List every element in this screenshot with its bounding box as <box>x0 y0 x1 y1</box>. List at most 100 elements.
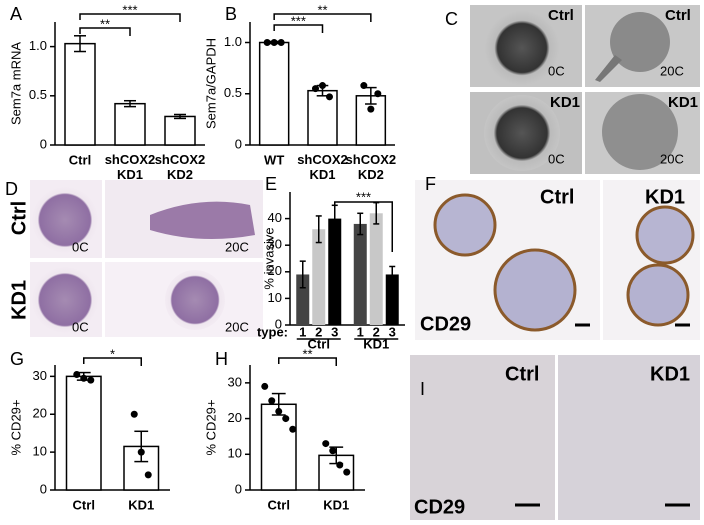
label: 0C <box>72 319 89 334</box>
significance-bracket <box>83 357 142 366</box>
panel-letter: H <box>215 349 228 369</box>
y-axis-label: % CD29+ <box>203 400 218 456</box>
label: 20C <box>225 239 249 254</box>
y-tick-label: 10 <box>268 290 282 305</box>
data-point <box>137 448 145 456</box>
series-label: 3 <box>331 324 338 339</box>
data-point <box>268 397 276 405</box>
significance-bracket <box>273 13 372 22</box>
row-label: KD1 <box>8 280 30 320</box>
data-point <box>277 39 285 46</box>
series-label: 2 <box>315 324 322 339</box>
data-point <box>336 461 344 469</box>
data-point <box>374 90 382 98</box>
y-tick-label: 0.5 <box>224 85 242 100</box>
x-tick-label: KD1 <box>323 497 349 512</box>
data-point <box>144 471 152 479</box>
data-point <box>289 425 297 433</box>
y-tick-label: 20 <box>33 406 47 421</box>
panel-letter: G <box>10 349 24 369</box>
data-point <box>312 85 319 93</box>
label: Ctrl <box>505 363 539 385</box>
data-point <box>270 39 278 46</box>
bar <box>64 42 96 146</box>
bar <box>328 218 342 325</box>
micrographs-i: Ctrl KD1 CD29 <box>410 355 700 520</box>
y-axis-label: Sem7a/GAPDH <box>203 38 218 129</box>
series-label: 1 <box>299 324 306 339</box>
x-tick-label: shCOX2 KD1 <box>105 152 156 182</box>
x-tick-label: shCOX2 KD2 <box>155 152 206 182</box>
label: KD1 <box>550 94 580 111</box>
significance-label: * <box>110 346 115 361</box>
significance-label: *** <box>122 2 137 17</box>
x-tick-label: shCOX2 KD1 <box>297 152 348 182</box>
y-tick-label: 30 <box>268 237 282 252</box>
micrographs-d: Ctrl KD1 0C 20C 0C 20C <box>8 180 263 337</box>
label: KD1 <box>668 94 698 111</box>
bar <box>258 41 290 146</box>
y-tick-label: 0 <box>275 316 282 331</box>
significance-label: ** <box>302 346 312 361</box>
label: 0C <box>548 151 565 166</box>
data-point <box>360 82 368 90</box>
y-tick-label: 40 <box>268 210 282 225</box>
y-tick-label: 0 <box>40 136 47 151</box>
data-point <box>343 468 351 476</box>
bar <box>312 229 326 325</box>
bar <box>65 375 102 491</box>
y-tick-label: 10 <box>228 446 242 461</box>
significance-label: *** <box>356 189 371 204</box>
label: CD29 <box>414 496 465 518</box>
data-point <box>326 93 333 101</box>
bar <box>260 403 297 491</box>
x-tick-label: WT <box>264 152 284 167</box>
y-tick-label: 1.0 <box>29 38 47 53</box>
bar <box>369 213 383 325</box>
label: Ctrl <box>548 7 574 24</box>
y-tick-label: 30 <box>228 374 242 389</box>
significance-label: ** <box>100 16 110 31</box>
x-tick-label: Ctrl <box>308 336 330 351</box>
y-tick-label: 20 <box>228 410 242 425</box>
bar <box>353 223 367 325</box>
data-point <box>263 39 271 46</box>
y-tick-label: 10 <box>33 444 47 459</box>
y-tick-label: 0 <box>235 481 242 496</box>
bar <box>164 115 196 146</box>
series-label: 1 <box>357 324 364 339</box>
data-point <box>275 407 283 415</box>
data-point <box>329 447 337 455</box>
panel-letter: B <box>225 4 237 24</box>
significance-label: ** <box>317 2 327 17</box>
panel-letter: E <box>265 174 277 194</box>
series-label: 2 <box>373 324 380 339</box>
data-point <box>282 415 290 423</box>
label: KD1 <box>645 186 685 208</box>
panel-letter: F <box>425 174 436 194</box>
series-label: 3 <box>389 324 396 339</box>
x-tick-label: Ctrl <box>73 497 95 512</box>
y-tick-label: 0 <box>40 481 47 496</box>
panel-letter: C <box>445 9 458 29</box>
label: 0C <box>548 63 565 78</box>
label: Ctrl <box>665 7 691 24</box>
y-tick-label: 0.5 <box>29 87 47 102</box>
y-axis-label: % CD29+ <box>8 400 23 456</box>
x-axis-label: type: <box>257 324 288 339</box>
data-point <box>87 376 95 384</box>
panel-letter: A <box>10 4 22 24</box>
label: 20C <box>660 151 684 166</box>
label: 20C <box>660 63 684 78</box>
significance-bracket <box>79 13 181 22</box>
y-tick-label: 0 <box>235 136 242 151</box>
label: KD1 <box>650 363 690 385</box>
row-label: Ctrl <box>8 201 30 235</box>
label: CD29 <box>420 313 471 335</box>
data-point <box>367 105 375 113</box>
significance-label: *** <box>291 13 306 28</box>
data-point <box>80 374 88 382</box>
x-tick-label: Ctrl <box>268 497 290 512</box>
label: 20C <box>225 319 249 334</box>
